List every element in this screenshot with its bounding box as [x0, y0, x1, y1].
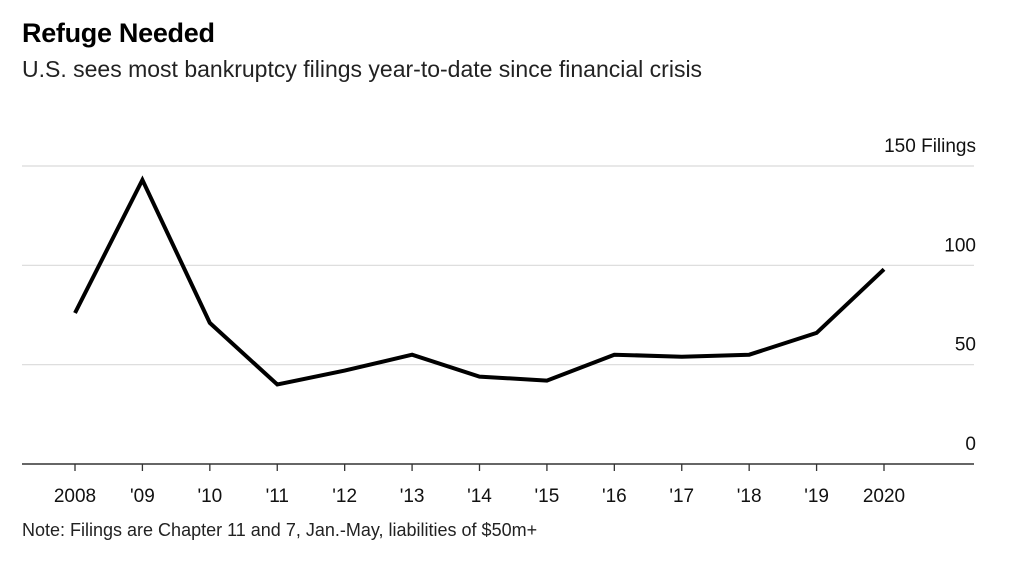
x-tick-label: '10 [197, 486, 222, 507]
data-point [882, 267, 886, 271]
x-tick-label: '17 [669, 486, 694, 507]
data-point [747, 353, 751, 357]
x-tick-label: '16 [602, 486, 627, 507]
data-point [73, 311, 77, 315]
x-tick-label: '09 [130, 486, 155, 507]
y-tick-label: 100 [944, 235, 976, 256]
data-point [208, 321, 212, 325]
series-points [73, 178, 886, 387]
gridlines [22, 165, 974, 366]
footnote: Note: Filings are Chapter 11 and 7, Jan.… [22, 520, 538, 540]
y-tick-label: 50 [955, 335, 976, 356]
data-point [680, 355, 684, 359]
x-tick-label: '14 [467, 486, 492, 507]
data-point [275, 383, 279, 387]
x-tick-label: '15 [535, 486, 560, 507]
x-axis-ticks: 2008 '09 '10 '11 '12 '13 '14 '15 '16 '17 '18 '19 202… [54, 464, 905, 507]
x-tick-label: '12 [332, 486, 357, 507]
data-point [410, 353, 414, 357]
x-tick-label: '13 [400, 486, 425, 507]
x-tick-label: 2020 [863, 486, 905, 507]
y-tick-label: 150 Filings [884, 136, 976, 157]
chart-subtitle: U.S. sees most bankruptcy filings year-t… [22, 56, 703, 82]
data-point [612, 353, 616, 357]
chart-title: Refuge Needed [22, 18, 215, 48]
x-tick-label: '19 [804, 486, 829, 507]
series-line [73, 175, 886, 387]
data-point [815, 331, 819, 335]
x-tick-label: '11 [266, 486, 289, 507]
data-point [545, 379, 549, 383]
y-tick-label: 0 [965, 434, 976, 455]
x-tick-label: 2008 [54, 486, 96, 507]
data-point [343, 369, 347, 373]
data-point [140, 178, 144, 182]
y-axis-ticks: 0 50 100 150 Filings [884, 136, 976, 455]
x-tick-label: '18 [737, 486, 762, 507]
data-point [478, 375, 482, 379]
